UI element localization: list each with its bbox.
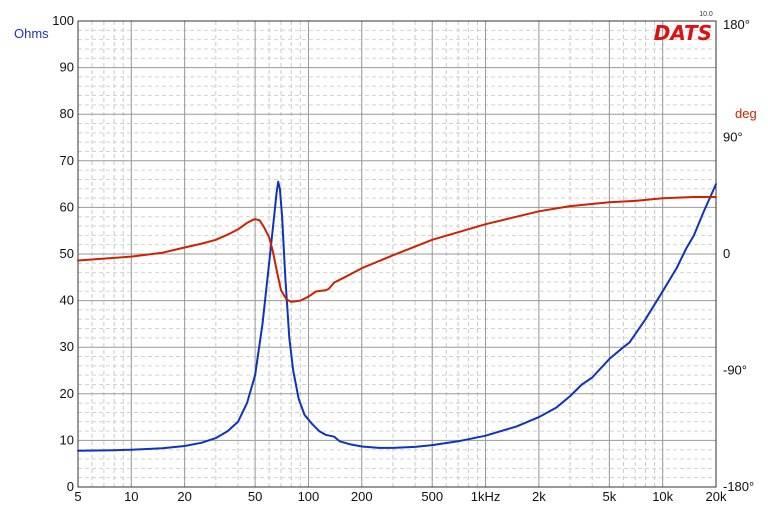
x-tick-label: 500 bbox=[421, 489, 443, 504]
impedance-curve bbox=[77, 180, 717, 452]
left-y-tick-label: 40 bbox=[60, 293, 74, 308]
left-y-tick-label: 50 bbox=[60, 246, 74, 261]
right-y-tick-label: 180° bbox=[723, 17, 750, 32]
x-tick-label: 10 bbox=[124, 489, 138, 504]
plot-frame bbox=[77, 20, 717, 488]
x-tick-label: 10k bbox=[652, 489, 673, 504]
right-y-tick-label: 0 bbox=[723, 246, 730, 261]
x-tick-label: 2k bbox=[532, 489, 546, 504]
left-y-tick-label: 0 bbox=[67, 479, 74, 494]
x-tick-label: 20k bbox=[706, 489, 727, 504]
right-axis-tick-labels: 180° 90° 0 -90° -180° bbox=[723, 17, 754, 494]
x-tick-label: 200 bbox=[351, 489, 373, 504]
right-y-tick-label: 90° bbox=[723, 130, 743, 145]
x-tick-label: 5 bbox=[74, 489, 81, 504]
dats-logo-version: 10.0 bbox=[699, 11, 713, 18]
left-y-tick-label: 90 bbox=[60, 60, 74, 75]
series-layer bbox=[77, 180, 717, 452]
left-y-tick-label: 30 bbox=[60, 339, 74, 354]
left-y-tick-label: 60 bbox=[60, 199, 74, 214]
left-y-tick-label: 20 bbox=[60, 386, 74, 401]
x-tick-label: 5k bbox=[602, 489, 616, 504]
x-tick-label: 50 bbox=[248, 489, 262, 504]
x-axis-tick-labels: 5 10 20 50 100 200 500 1kHz 2k 5k 10k 20k bbox=[74, 489, 727, 504]
right-y-tick-label: -90° bbox=[723, 363, 747, 378]
left-y-tick-label: 100 bbox=[52, 13, 74, 28]
right-y-tick-label: -180° bbox=[723, 479, 754, 494]
dats-logo: DATS bbox=[654, 21, 712, 45]
x-tick-label: 100 bbox=[298, 489, 320, 504]
left-y-tick-label: 70 bbox=[60, 153, 74, 168]
left-axis-tick-labels: 0 10 20 30 40 50 60 70 80 90 100 bbox=[52, 13, 74, 494]
left-y-tick-label: 10 bbox=[60, 432, 74, 447]
left-y-tick-label: 80 bbox=[60, 106, 74, 121]
x-tick-label: 20 bbox=[177, 489, 191, 504]
x-tick-label: 1kHz bbox=[471, 489, 501, 504]
left-axis-unit: Ohms bbox=[14, 26, 49, 41]
phase-curve bbox=[77, 196, 717, 303]
right-axis-unit: deg bbox=[735, 106, 757, 121]
